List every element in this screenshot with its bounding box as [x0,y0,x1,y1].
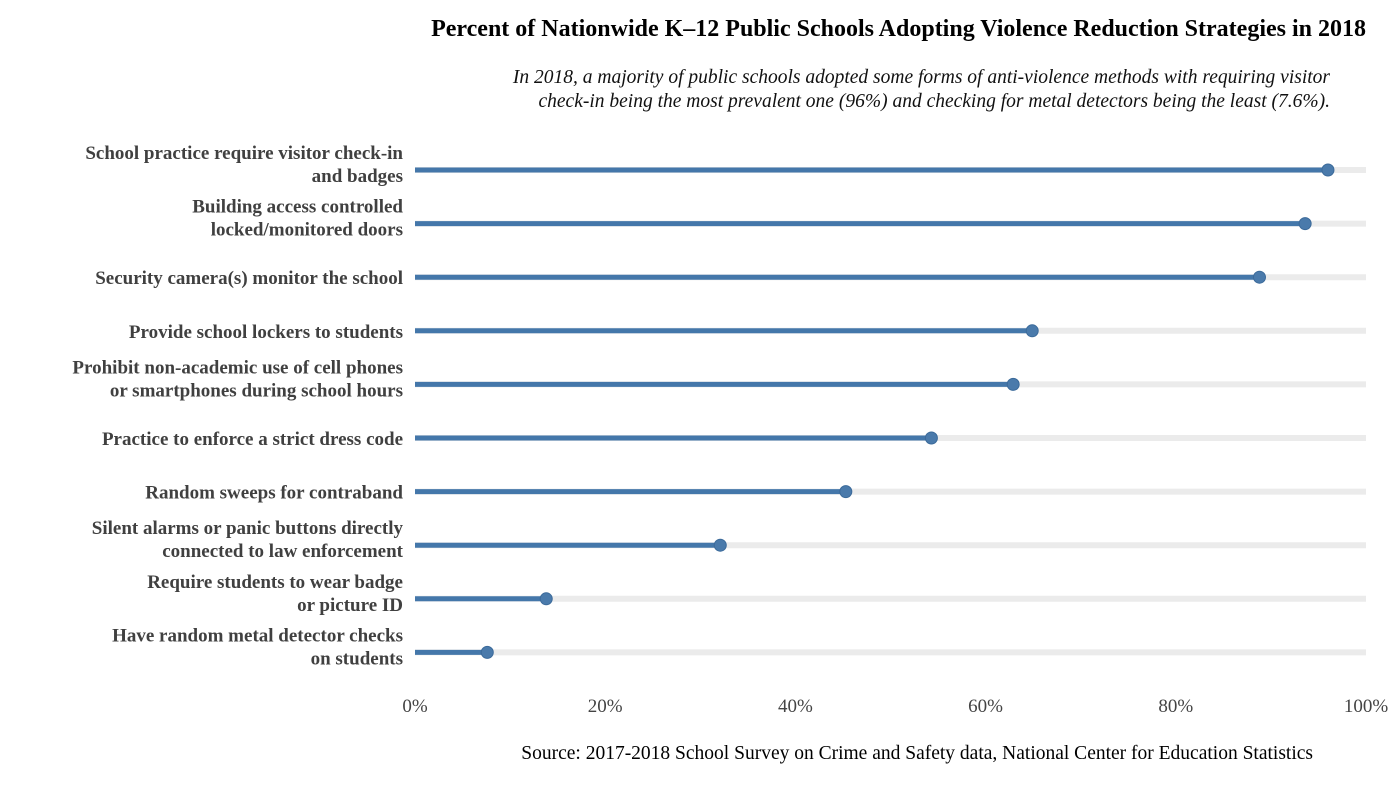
chart-subtitle: In 2018, a majority of public schools ad… [300,66,1330,114]
category-label-line: and badges [312,166,403,187]
category-label-line: Security camera(s) monitor the school [95,268,403,289]
x-tick-label: 20% [588,696,623,717]
category-label-line: on students [311,648,403,669]
data-point [1252,270,1266,284]
x-tick-label: 80% [1158,696,1193,717]
data-point [713,538,727,552]
category-label-line: Prohibit non-academic use of cell phones [72,357,403,378]
x-tick-label: 40% [778,696,813,717]
category-label-line: or smartphones during school hours [110,380,403,401]
subtitle-line-2: check-in being the most prevalent one (9… [538,91,1331,112]
category-label: Security camera(s) monitor the school [95,268,403,289]
category-label: School practice require visitor check-in… [85,143,403,187]
category-label: Silent alarms or panic buttons directly c… [92,518,404,562]
category-label-line: Have random metal detector checks [112,625,403,646]
x-tick-label: 0% [402,696,428,717]
category-label-line: School practice require visitor check-in [85,143,403,164]
category-label-line: Provide school lockers to students [129,322,403,343]
data-point [1025,324,1039,338]
category-label: Have random metal detector checks on stud… [112,625,403,669]
data-point [480,645,494,659]
subtitle-line-1: In 2018, a majority of public schools ad… [512,67,1330,88]
category-label-line: Random sweeps for contraband [145,483,403,504]
category-label-line: connected to law enforcement [162,541,403,562]
data-point [1006,377,1020,391]
category-label: Require students to wear badge or picture… [147,572,403,616]
data-point [1298,217,1312,231]
category-label: Practice to enforce a strict dress code [102,429,403,450]
data-point [539,592,553,606]
x-tick-label: 100% [1344,696,1389,717]
category-label: Prohibit non-academic use of cell phones… [72,357,403,401]
data-point [1321,163,1335,177]
category-label-line: or picture ID [297,595,403,616]
category-label: Provide school lockers to students [129,322,403,343]
category-label-line: Silent alarms or panic buttons directly [92,518,404,539]
data-point [924,431,938,445]
category-label-line: Require students to wear badge [147,572,403,593]
data-point [839,485,853,499]
category-label: Random sweeps for contraband [145,483,403,504]
category-label: Building access controlled locked/monitor… [192,197,403,241]
category-label-line: locked/monitored doors [211,220,403,241]
category-label-line: Practice to enforce a strict dress code [102,429,403,450]
source-note: Source: 2017-2018 School Survey on Crime… [521,743,1313,764]
category-label-line: Building access controlled [192,197,403,218]
x-tick-label: 60% [968,696,1003,717]
chart-title: Percent of Nationwide K–12 Public School… [431,16,1366,42]
